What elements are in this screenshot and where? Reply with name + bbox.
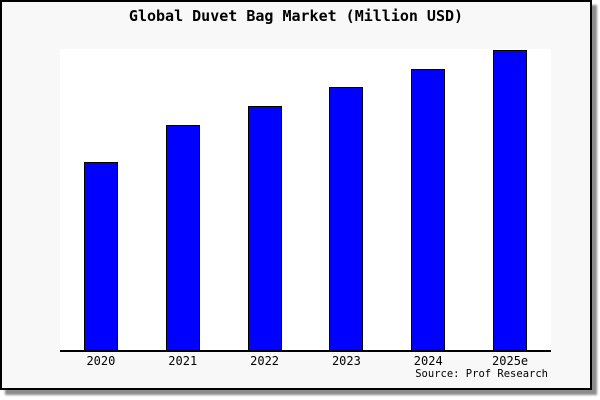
source-credit: Source: Prof Research [415, 368, 548, 380]
x-tick-label-2024: 2024 [413, 354, 443, 368]
bar-2023 [329, 87, 364, 350]
x-tick-label-2020: 2020 [86, 354, 116, 368]
chart-window: Global Duvet Bag Market (Million USD) 20… [0, 0, 592, 390]
chart-title: Global Duvet Bag Market (Million USD) [128, 7, 464, 25]
x-tick-label-2025e: 2025e [492, 354, 529, 368]
bar-2025e [493, 50, 528, 350]
bar-2020 [83, 162, 118, 350]
bar-2021 [165, 125, 200, 350]
bar-2022 [247, 106, 282, 350]
x-tick-label-2021: 2021 [168, 354, 198, 368]
x-tick-label-2023: 2023 [331, 354, 361, 368]
x-tick-label-2022: 2022 [250, 354, 280, 368]
bar-2024 [411, 69, 446, 350]
x-axis-labels: 2020 2021 2022 2023 2024 2025e [60, 354, 551, 370]
plot-area [60, 49, 551, 352]
